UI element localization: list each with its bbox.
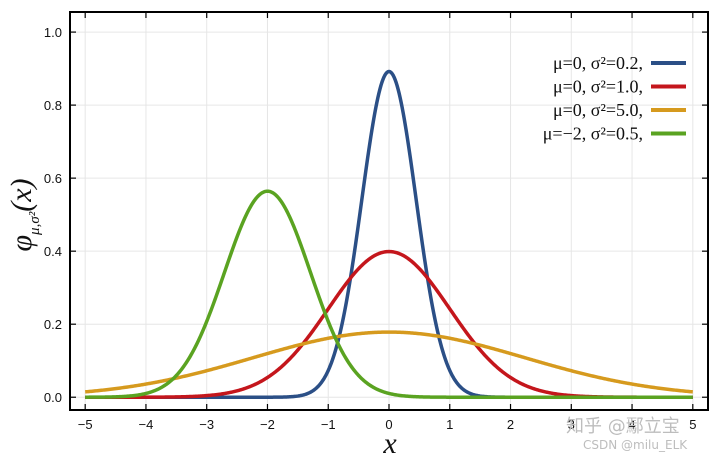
- curves: [84, 69, 694, 399]
- y-tick-label: 0.4: [44, 244, 62, 259]
- legend-label: μ=0, σ²=1.0,: [553, 77, 643, 97]
- y-tick-label: 1.0: [44, 25, 62, 40]
- x-tick-label: −1: [321, 417, 336, 432]
- legend-label: μ=0, σ²=0.2,: [553, 53, 643, 73]
- y-axis-label-phi: φ: [5, 235, 38, 252]
- y-tick-label: 0.2: [44, 317, 62, 332]
- x-tick-label: 0: [385, 417, 392, 432]
- y-axis-label: φμ,σ²(x): [5, 178, 43, 251]
- watermark-main: 知乎 @鄢立宝: [566, 416, 680, 437]
- x-tick-label: 5: [689, 417, 696, 432]
- y-tick-label: 0.6: [44, 171, 62, 186]
- legend: μ=0, σ²=0.2, μ=0, σ²=1.0, μ=0, σ²=5.0, μ=−2…: [543, 53, 686, 144]
- y-tick-label: 0.8: [44, 98, 62, 113]
- x-tick-label: −3: [199, 417, 214, 432]
- series-line: [84, 330, 694, 394]
- y-axis-label-arg: (x): [5, 178, 38, 211]
- legend-label: μ=−2, σ²=0.5,: [543, 124, 643, 144]
- x-tick-label: 1: [446, 417, 453, 432]
- x-tick-label: 4: [628, 417, 635, 432]
- x-tick-label: −5: [78, 417, 93, 432]
- plot-frame: [69, 11, 709, 411]
- x-tick-label: 2: [507, 417, 514, 432]
- series-line: [84, 189, 694, 399]
- ticks: −5 −4 −3 −2 −1 0 1 2 3 4 5 0.0 0.2 0.4 0.6 0.8 1.0: [44, 12, 708, 432]
- y-tick-label: 0.0: [44, 390, 62, 405]
- watermark-sub: CSDN @milu_ELK: [583, 438, 688, 452]
- y-axis-label-sub: μ,σ²: [27, 211, 43, 236]
- x-tick-label: −2: [260, 417, 275, 432]
- x-tick-label: −4: [139, 417, 154, 432]
- x-tick-label: 3: [568, 417, 575, 432]
- x-axis-label: x: [382, 427, 397, 460]
- legend-label: μ=0, σ²=5.0,: [553, 100, 643, 120]
